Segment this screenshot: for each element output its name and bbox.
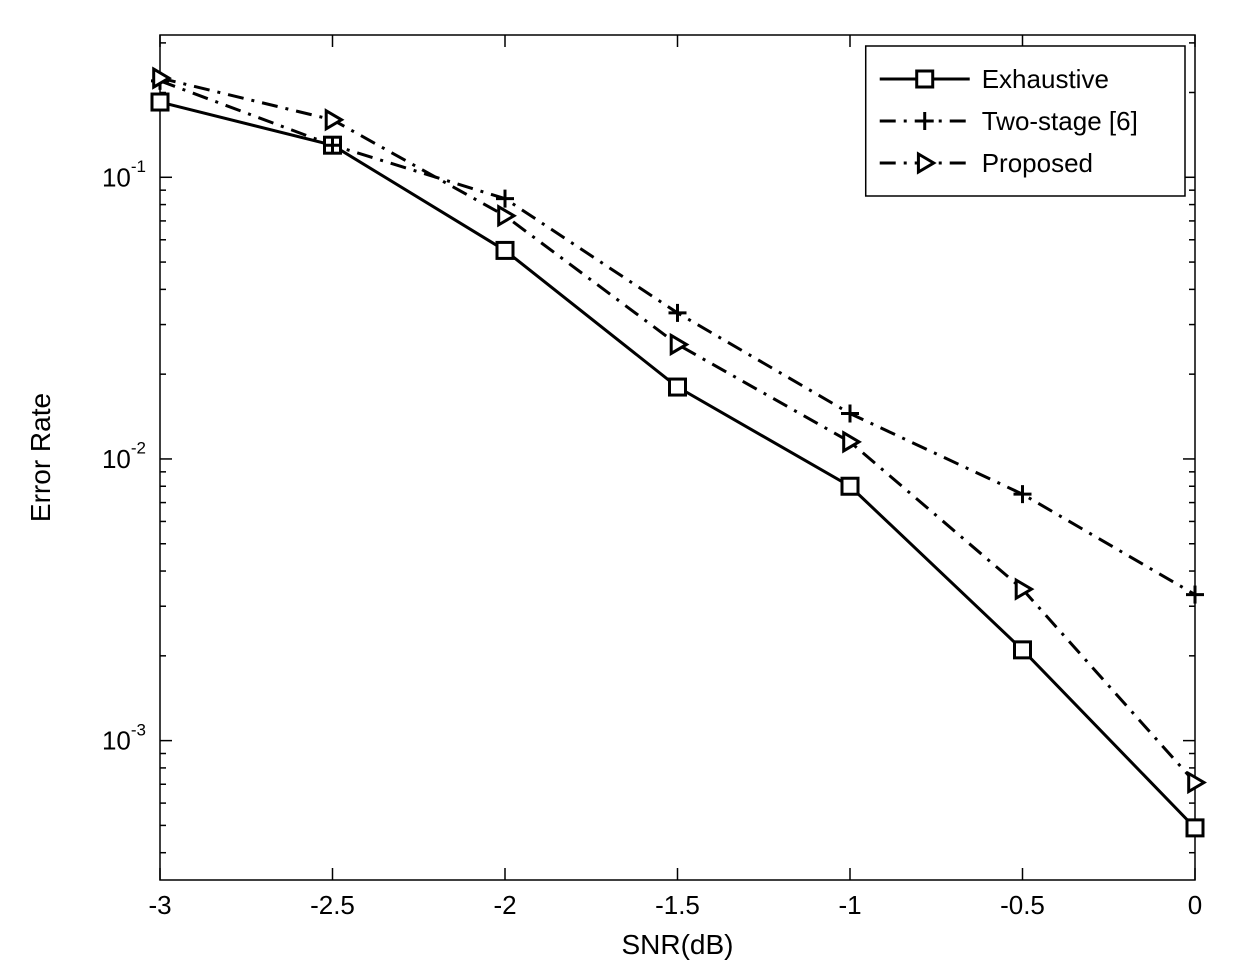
x-tick-label: 0 <box>1188 890 1202 920</box>
legend: Exhaustive Two-stage [6] Proposed <box>866 46 1185 196</box>
x-tick-label: -3 <box>148 890 171 920</box>
x-axis-label: SNR(dB) <box>621 929 733 960</box>
legend-label: Two-stage [6] <box>982 106 1138 136</box>
legend-label: Exhaustive <box>982 64 1109 94</box>
x-tick-label: -0.5 <box>1000 890 1045 920</box>
y-axis-label: Error Rate <box>25 393 56 522</box>
error-rate-vs-snr-chart: -3-2.5-2-1.5-1-0.5010-310-210-1SNR(dB)Er… <box>0 0 1240 976</box>
chart-container: -3-2.5-2-1.5-1-0.5010-310-210-1SNR(dB)Er… <box>0 0 1240 976</box>
x-tick-label: -2 <box>493 890 516 920</box>
x-tick-label: -1.5 <box>655 890 700 920</box>
legend-label: Proposed <box>982 148 1093 178</box>
x-tick-label: -2.5 <box>310 890 355 920</box>
x-tick-label: -1 <box>838 890 861 920</box>
